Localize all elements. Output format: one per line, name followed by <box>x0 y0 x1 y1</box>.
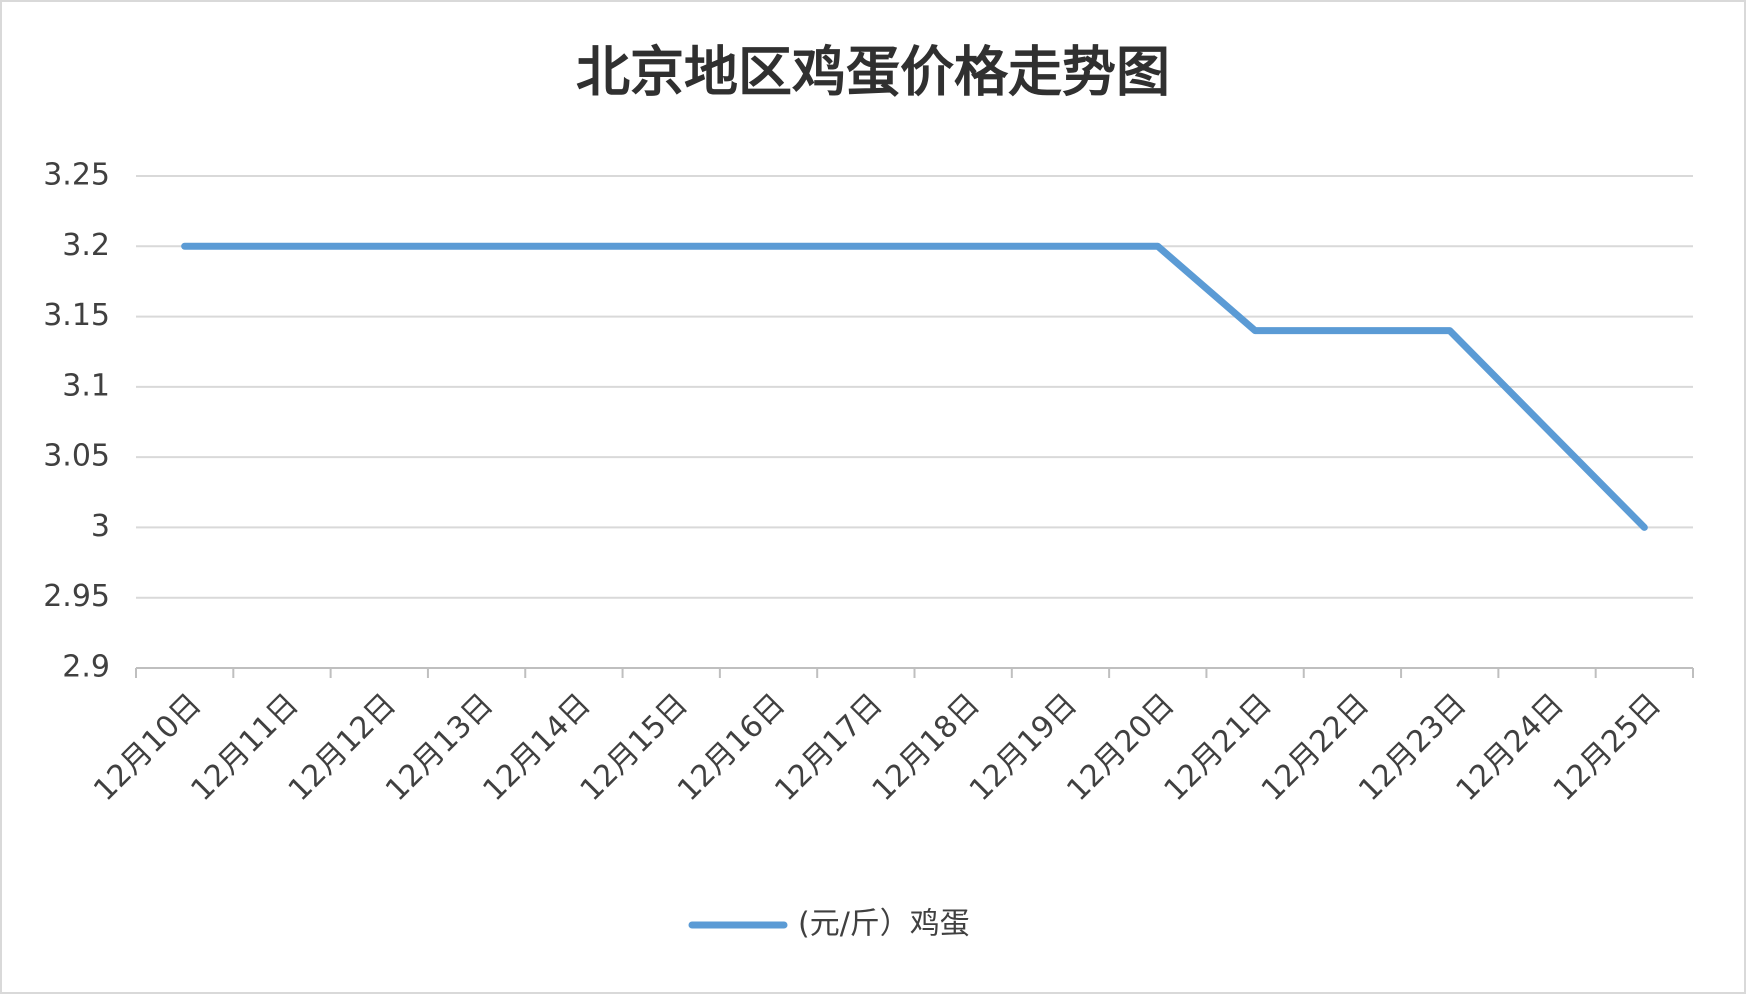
line-series <box>181 242 1648 531</box>
y-tick-label: 3.2 <box>62 228 110 263</box>
y-tick-label: 3.25 <box>43 158 110 193</box>
y-tick-label: 3 <box>91 509 110 544</box>
legend-label: (元/斤）鸡蛋 <box>798 907 970 942</box>
y-tick-label: 3.1 <box>62 368 110 403</box>
y-tick-label: 2.95 <box>43 579 110 614</box>
chart-title: 北京地区鸡蛋价格走势图 <box>576 41 1170 104</box>
y-tick-label: 3.15 <box>43 298 110 333</box>
y-tick-label: 2.9 <box>62 650 110 685</box>
y-tick-label: 3.05 <box>43 439 110 474</box>
